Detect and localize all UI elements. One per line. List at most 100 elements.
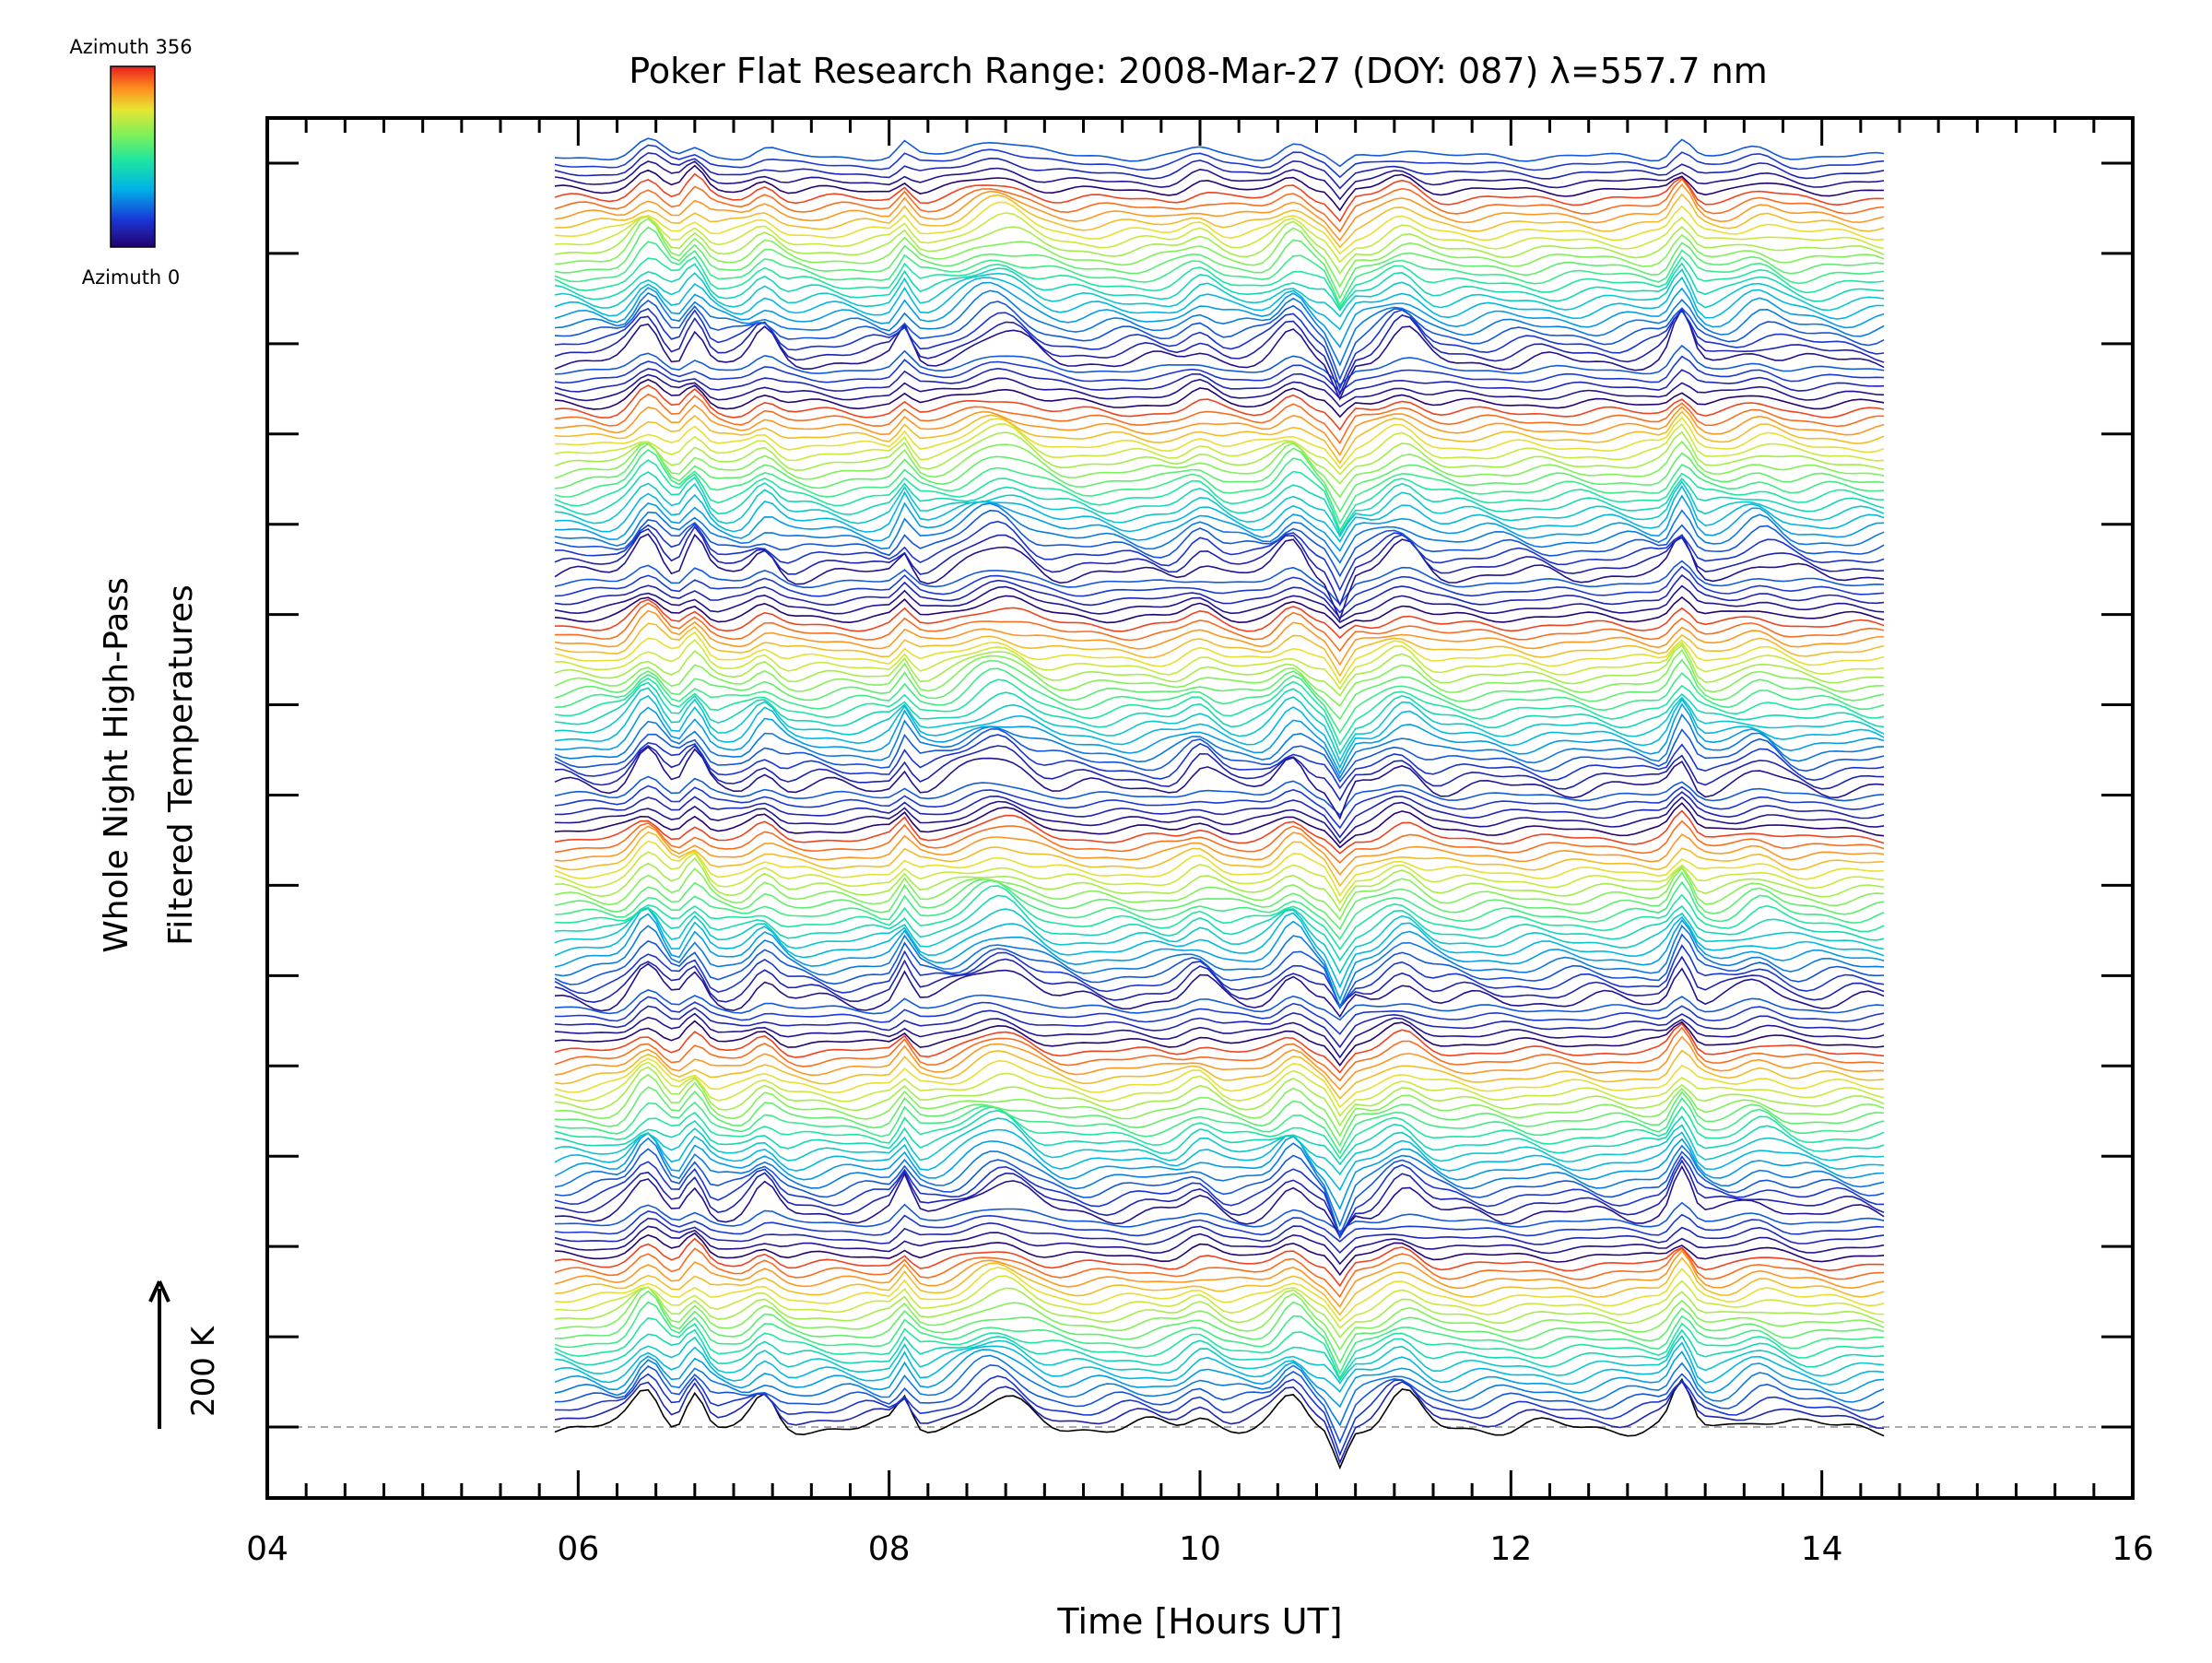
temperature-trace: [554, 1232, 1885, 1277]
x-tick-label: 04: [246, 1530, 288, 1568]
temperature-trace: [554, 193, 1885, 249]
scale-label: 200 K: [185, 1325, 222, 1417]
y-axis-label-line2: Filtered Temperatures: [162, 584, 200, 946]
x-tick-label: 08: [868, 1530, 911, 1568]
x-axis-label: Time [Hours UT]: [1056, 1601, 1342, 1642]
temperature-trace: [554, 1073, 1885, 1138]
temperature-trace: [554, 796, 1885, 844]
temperature-trace: [554, 459, 1885, 533]
temperature-trace: [554, 775, 1885, 817]
temperature-trace: [554, 1096, 1885, 1155]
temperature-trace: [554, 648, 1885, 707]
temperature-trace: [554, 137, 1885, 168]
temperature-trace: [554, 1246, 1885, 1298]
x-tick-label: 10: [1179, 1530, 1221, 1568]
temperature-trace: [554, 308, 1885, 396]
temperature-trace: [554, 378, 1885, 419]
temperature-trace: [554, 183, 1885, 242]
temperature-trace: [554, 1066, 1885, 1127]
scale-indicator: 200 K: [148, 1280, 222, 1429]
temperature-trace: [554, 1217, 1885, 1255]
temperature-trace: [554, 1086, 1885, 1148]
temperature-trace: [554, 410, 1885, 465]
temperature-trace: [554, 160, 1885, 201]
temperature-trace: [554, 480, 1885, 538]
temperature-trace: [554, 820, 1885, 865]
temperature-trace: [554, 1373, 1885, 1457]
temperature-trace: [554, 667, 1885, 735]
temperature-trace: [554, 573, 1885, 619]
chart-title: Poker Flat Research Range: 2008-Mar-27 (…: [629, 51, 1767, 91]
temperature-trace: [554, 1316, 1885, 1380]
temperature-trace: [555, 791, 1885, 839]
temperature-trace: [554, 622, 1885, 678]
temperature-trace: [554, 373, 1885, 408]
colorbar: [110, 65, 156, 248]
temperature-trace: [554, 598, 1885, 640]
temperature-trace: [554, 913, 1885, 1002]
temperature-trace: [554, 344, 1885, 386]
temperature-trace: [554, 281, 1885, 348]
temperature-trace: [554, 638, 1885, 690]
x-tick-label: 06: [557, 1530, 599, 1568]
temperature-trace: [554, 1256, 1885, 1316]
y-axis-ticks: [267, 161, 2133, 1429]
temperature-trace: [554, 416, 1885, 470]
temperature-trace: [554, 962, 1885, 1019]
temperature-trace: [554, 1328, 1885, 1382]
temperature-trace: [554, 485, 1885, 543]
temperature-trace: [555, 996, 1885, 1035]
temperature-trace: [554, 1201, 1885, 1233]
temperature-trace: [554, 276, 1885, 331]
temperature-trace: [555, 520, 1885, 592]
temperature-trace: [554, 1301, 1885, 1375]
temperature-trace: [554, 442, 1885, 513]
temperature-trace: [554, 215, 1885, 275]
temperature-trace: [554, 355, 1885, 393]
temperature-trace: [554, 1159, 1885, 1238]
temperature-trace: [554, 1137, 1885, 1228]
x-tick-label: 16: [2112, 1530, 2154, 1568]
temperature-trace: [554, 867, 1885, 921]
temperature-trace: [554, 1267, 1885, 1323]
temperature-trace: [554, 746, 1885, 820]
temperature-trace: [554, 300, 1885, 382]
temperature-trace: [554, 494, 1885, 552]
temperature-trace: [554, 308, 1885, 391]
temperature-trace: [554, 262, 1885, 312]
temperature-trace: [554, 631, 1885, 685]
temperature-trace: [554, 502, 1885, 564]
x-axis-tick-labels: 04 06 08 10 12 14 16: [246, 1530, 2154, 1568]
temperature-trace: [554, 384, 1885, 431]
temperature-trace: [554, 212, 1885, 264]
x-tick-label: 14: [1801, 1530, 1843, 1568]
temperature-trace: [554, 944, 1885, 1008]
colorbar-top-label: Azimuth 356: [69, 36, 192, 58]
temperature-trace: [554, 1109, 1885, 1166]
temperature-trace: [554, 1148, 1885, 1237]
temperature-trace: [554, 809, 1885, 855]
temperature-trace: [554, 885, 1885, 950]
temperature-trace: [554, 687, 1885, 763]
temperature-trace: [554, 1286, 1885, 1339]
temperature-trace: [554, 595, 1885, 630]
temperature-trace: [554, 422, 1885, 476]
temperature-trace: [554, 584, 1885, 624]
temperature-trace: [554, 1061, 1885, 1117]
temperature-trace: [554, 1363, 1885, 1445]
temperature-trace: [554, 255, 1885, 310]
temperature-trace: [554, 177, 1885, 233]
temperature-trace: [554, 144, 1885, 179]
temperature-trace: [554, 825, 1885, 876]
temperature-trace: [554, 152, 1885, 190]
temperature-trace: [554, 201, 1885, 255]
temperature-trace: [554, 989, 1885, 1021]
y-axis-label-line1: Whole Night High-Pass: [98, 577, 135, 953]
temperature-trace: [554, 1380, 1885, 1465]
temperature-trace: [554, 734, 1885, 790]
temperature-trace: [554, 744, 1885, 802]
temperature-trace: [554, 871, 1885, 931]
